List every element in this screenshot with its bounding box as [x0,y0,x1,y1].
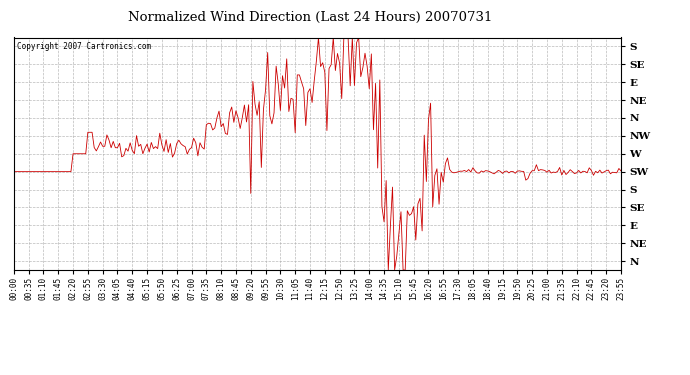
Text: Copyright 2007 Cartronics.com: Copyright 2007 Cartronics.com [17,42,151,51]
Text: Normalized Wind Direction (Last 24 Hours) 20070731: Normalized Wind Direction (Last 24 Hours… [128,11,493,24]
